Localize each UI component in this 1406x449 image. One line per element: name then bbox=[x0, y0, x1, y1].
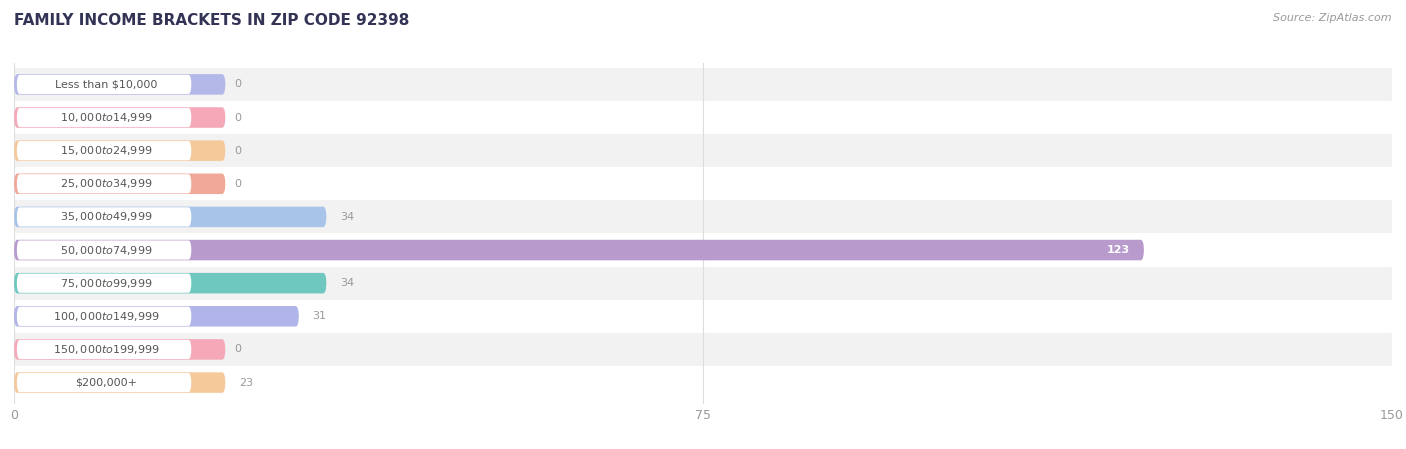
FancyBboxPatch shape bbox=[17, 273, 191, 293]
FancyBboxPatch shape bbox=[14, 167, 1392, 200]
FancyBboxPatch shape bbox=[17, 373, 191, 392]
Text: $50,000 to $74,999: $50,000 to $74,999 bbox=[60, 243, 153, 256]
Text: $100,000 to $149,999: $100,000 to $149,999 bbox=[53, 310, 160, 323]
Text: 34: 34 bbox=[340, 212, 354, 222]
FancyBboxPatch shape bbox=[14, 173, 225, 194]
FancyBboxPatch shape bbox=[17, 340, 191, 359]
Text: 34: 34 bbox=[340, 278, 354, 288]
Text: $10,000 to $14,999: $10,000 to $14,999 bbox=[60, 111, 153, 124]
Text: 31: 31 bbox=[312, 311, 326, 321]
FancyBboxPatch shape bbox=[17, 307, 191, 326]
Text: FAMILY INCOME BRACKETS IN ZIP CODE 92398: FAMILY INCOME BRACKETS IN ZIP CODE 92398 bbox=[14, 13, 409, 28]
FancyBboxPatch shape bbox=[14, 134, 1392, 167]
FancyBboxPatch shape bbox=[14, 207, 326, 227]
Text: 0: 0 bbox=[235, 113, 242, 123]
Text: 23: 23 bbox=[239, 378, 253, 387]
FancyBboxPatch shape bbox=[14, 366, 1392, 399]
Text: Source: ZipAtlas.com: Source: ZipAtlas.com bbox=[1274, 13, 1392, 23]
Text: 0: 0 bbox=[235, 179, 242, 189]
Text: $150,000 to $199,999: $150,000 to $199,999 bbox=[53, 343, 160, 356]
FancyBboxPatch shape bbox=[14, 339, 225, 360]
FancyBboxPatch shape bbox=[17, 240, 191, 260]
FancyBboxPatch shape bbox=[17, 174, 191, 194]
Text: Less than $10,000: Less than $10,000 bbox=[55, 79, 157, 89]
FancyBboxPatch shape bbox=[17, 75, 191, 94]
Text: 0: 0 bbox=[235, 79, 242, 89]
FancyBboxPatch shape bbox=[14, 107, 225, 128]
FancyBboxPatch shape bbox=[14, 267, 1392, 300]
Text: $35,000 to $49,999: $35,000 to $49,999 bbox=[60, 211, 153, 224]
Text: $25,000 to $34,999: $25,000 to $34,999 bbox=[60, 177, 153, 190]
Text: 0: 0 bbox=[235, 145, 242, 156]
FancyBboxPatch shape bbox=[14, 306, 299, 326]
FancyBboxPatch shape bbox=[14, 240, 1144, 260]
FancyBboxPatch shape bbox=[14, 74, 225, 95]
FancyBboxPatch shape bbox=[14, 333, 1392, 366]
FancyBboxPatch shape bbox=[17, 108, 191, 127]
FancyBboxPatch shape bbox=[14, 200, 1392, 233]
FancyBboxPatch shape bbox=[14, 68, 1392, 101]
Text: $75,000 to $99,999: $75,000 to $99,999 bbox=[60, 277, 153, 290]
Text: $15,000 to $24,999: $15,000 to $24,999 bbox=[60, 144, 153, 157]
Text: 123: 123 bbox=[1107, 245, 1130, 255]
Text: $200,000+: $200,000+ bbox=[76, 378, 138, 387]
FancyBboxPatch shape bbox=[14, 101, 1392, 134]
FancyBboxPatch shape bbox=[14, 141, 225, 161]
FancyBboxPatch shape bbox=[14, 372, 225, 393]
FancyBboxPatch shape bbox=[14, 233, 1392, 267]
FancyBboxPatch shape bbox=[14, 273, 326, 294]
FancyBboxPatch shape bbox=[17, 141, 191, 160]
Text: 0: 0 bbox=[235, 344, 242, 354]
FancyBboxPatch shape bbox=[17, 207, 191, 227]
FancyBboxPatch shape bbox=[14, 300, 1392, 333]
